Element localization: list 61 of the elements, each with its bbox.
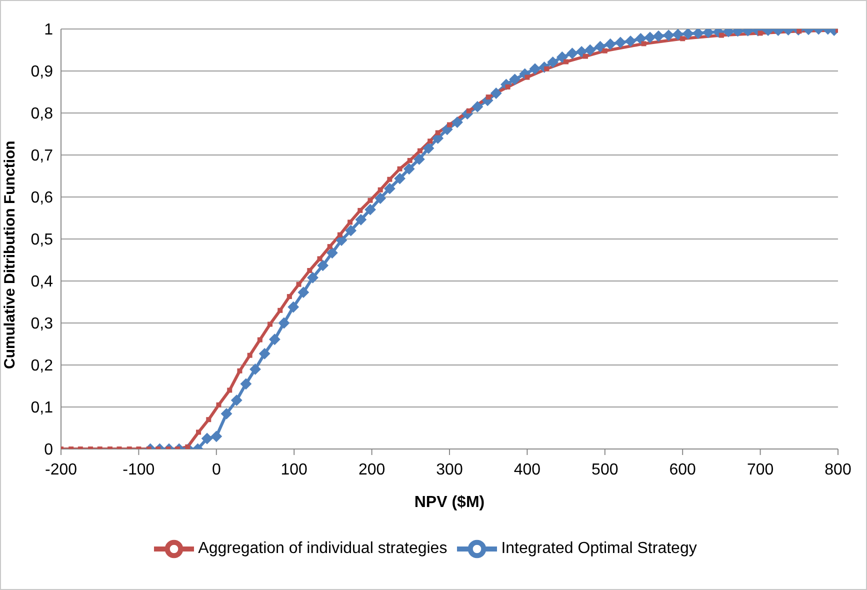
y-tick-label: 0,6	[30, 190, 54, 207]
point	[378, 187, 383, 192]
x-axis-title: NPV ($M)	[414, 494, 485, 511]
point	[358, 208, 363, 213]
y-tick-label: 0,8	[30, 106, 54, 123]
point	[486, 94, 491, 100]
x-tick-label: 800	[824, 461, 852, 478]
x-tick-label: -100	[122, 461, 155, 478]
y-tick-label: 0,2	[30, 358, 54, 375]
x-tick-label: 100	[280, 461, 308, 478]
point	[387, 176, 392, 182]
point	[268, 322, 273, 327]
y-axis-title: Cumulative Ditribution Function	[1, 140, 18, 369]
y-tick-label: 0	[44, 442, 54, 459]
legend-label: Aggregation of individual strategies	[198, 540, 448, 558]
point	[337, 232, 342, 238]
point	[247, 352, 252, 358]
point	[397, 166, 402, 172]
point	[582, 54, 588, 59]
x-tick-label: 200	[358, 461, 386, 478]
x-tick-label: -200	[44, 461, 78, 478]
point	[407, 158, 412, 163]
point	[368, 198, 373, 203]
y-tick-label: 0,3	[30, 316, 54, 333]
x-tick-label: 300	[436, 461, 463, 478]
point	[447, 122, 452, 128]
y-tick-label: 1	[44, 22, 54, 39]
point	[216, 402, 222, 408]
point	[417, 148, 422, 154]
point	[278, 308, 283, 313]
point	[602, 48, 608, 54]
point	[680, 36, 686, 42]
point	[237, 368, 242, 374]
point	[296, 282, 302, 287]
x-tick-label: 600	[669, 461, 696, 478]
y-tick-label: 0,7	[30, 148, 54, 165]
x-tick-label: 700	[746, 461, 774, 478]
point	[317, 256, 322, 262]
point	[466, 108, 472, 114]
point	[196, 430, 202, 435]
x-tick-label: 400	[514, 461, 541, 478]
point	[718, 32, 724, 38]
y-tick-label: 0,4	[30, 274, 54, 291]
y-tick-label: 0,9	[30, 64, 54, 81]
point	[435, 130, 440, 136]
x-tick-label: 0	[212, 461, 221, 478]
y-tick-label: 0,1	[30, 400, 54, 417]
point	[327, 244, 332, 250]
point	[257, 337, 262, 342]
point	[641, 41, 646, 46]
point	[286, 294, 292, 300]
legend-label: Integrated Optimal Strategy	[501, 540, 697, 558]
point	[524, 74, 530, 80]
point	[348, 220, 353, 225]
y-tick-label: 0,5	[30, 232, 54, 249]
point	[428, 138, 433, 144]
point	[307, 268, 312, 273]
point	[227, 388, 232, 393]
x-tick-label: 500	[592, 461, 618, 478]
point	[564, 59, 569, 64]
point	[206, 417, 212, 422]
